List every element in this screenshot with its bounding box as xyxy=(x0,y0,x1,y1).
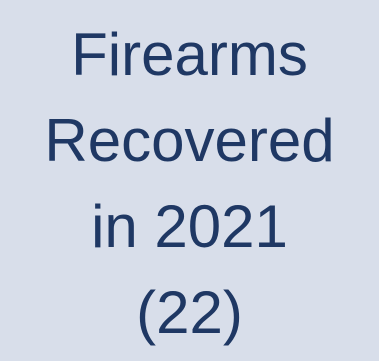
tile-title-line-2: Recovered xyxy=(44,106,335,174)
tile-title-line-3: in 2021 xyxy=(91,192,288,260)
tile-title-line-1: Firearms xyxy=(71,20,308,88)
tile-count: (22) xyxy=(136,278,243,346)
